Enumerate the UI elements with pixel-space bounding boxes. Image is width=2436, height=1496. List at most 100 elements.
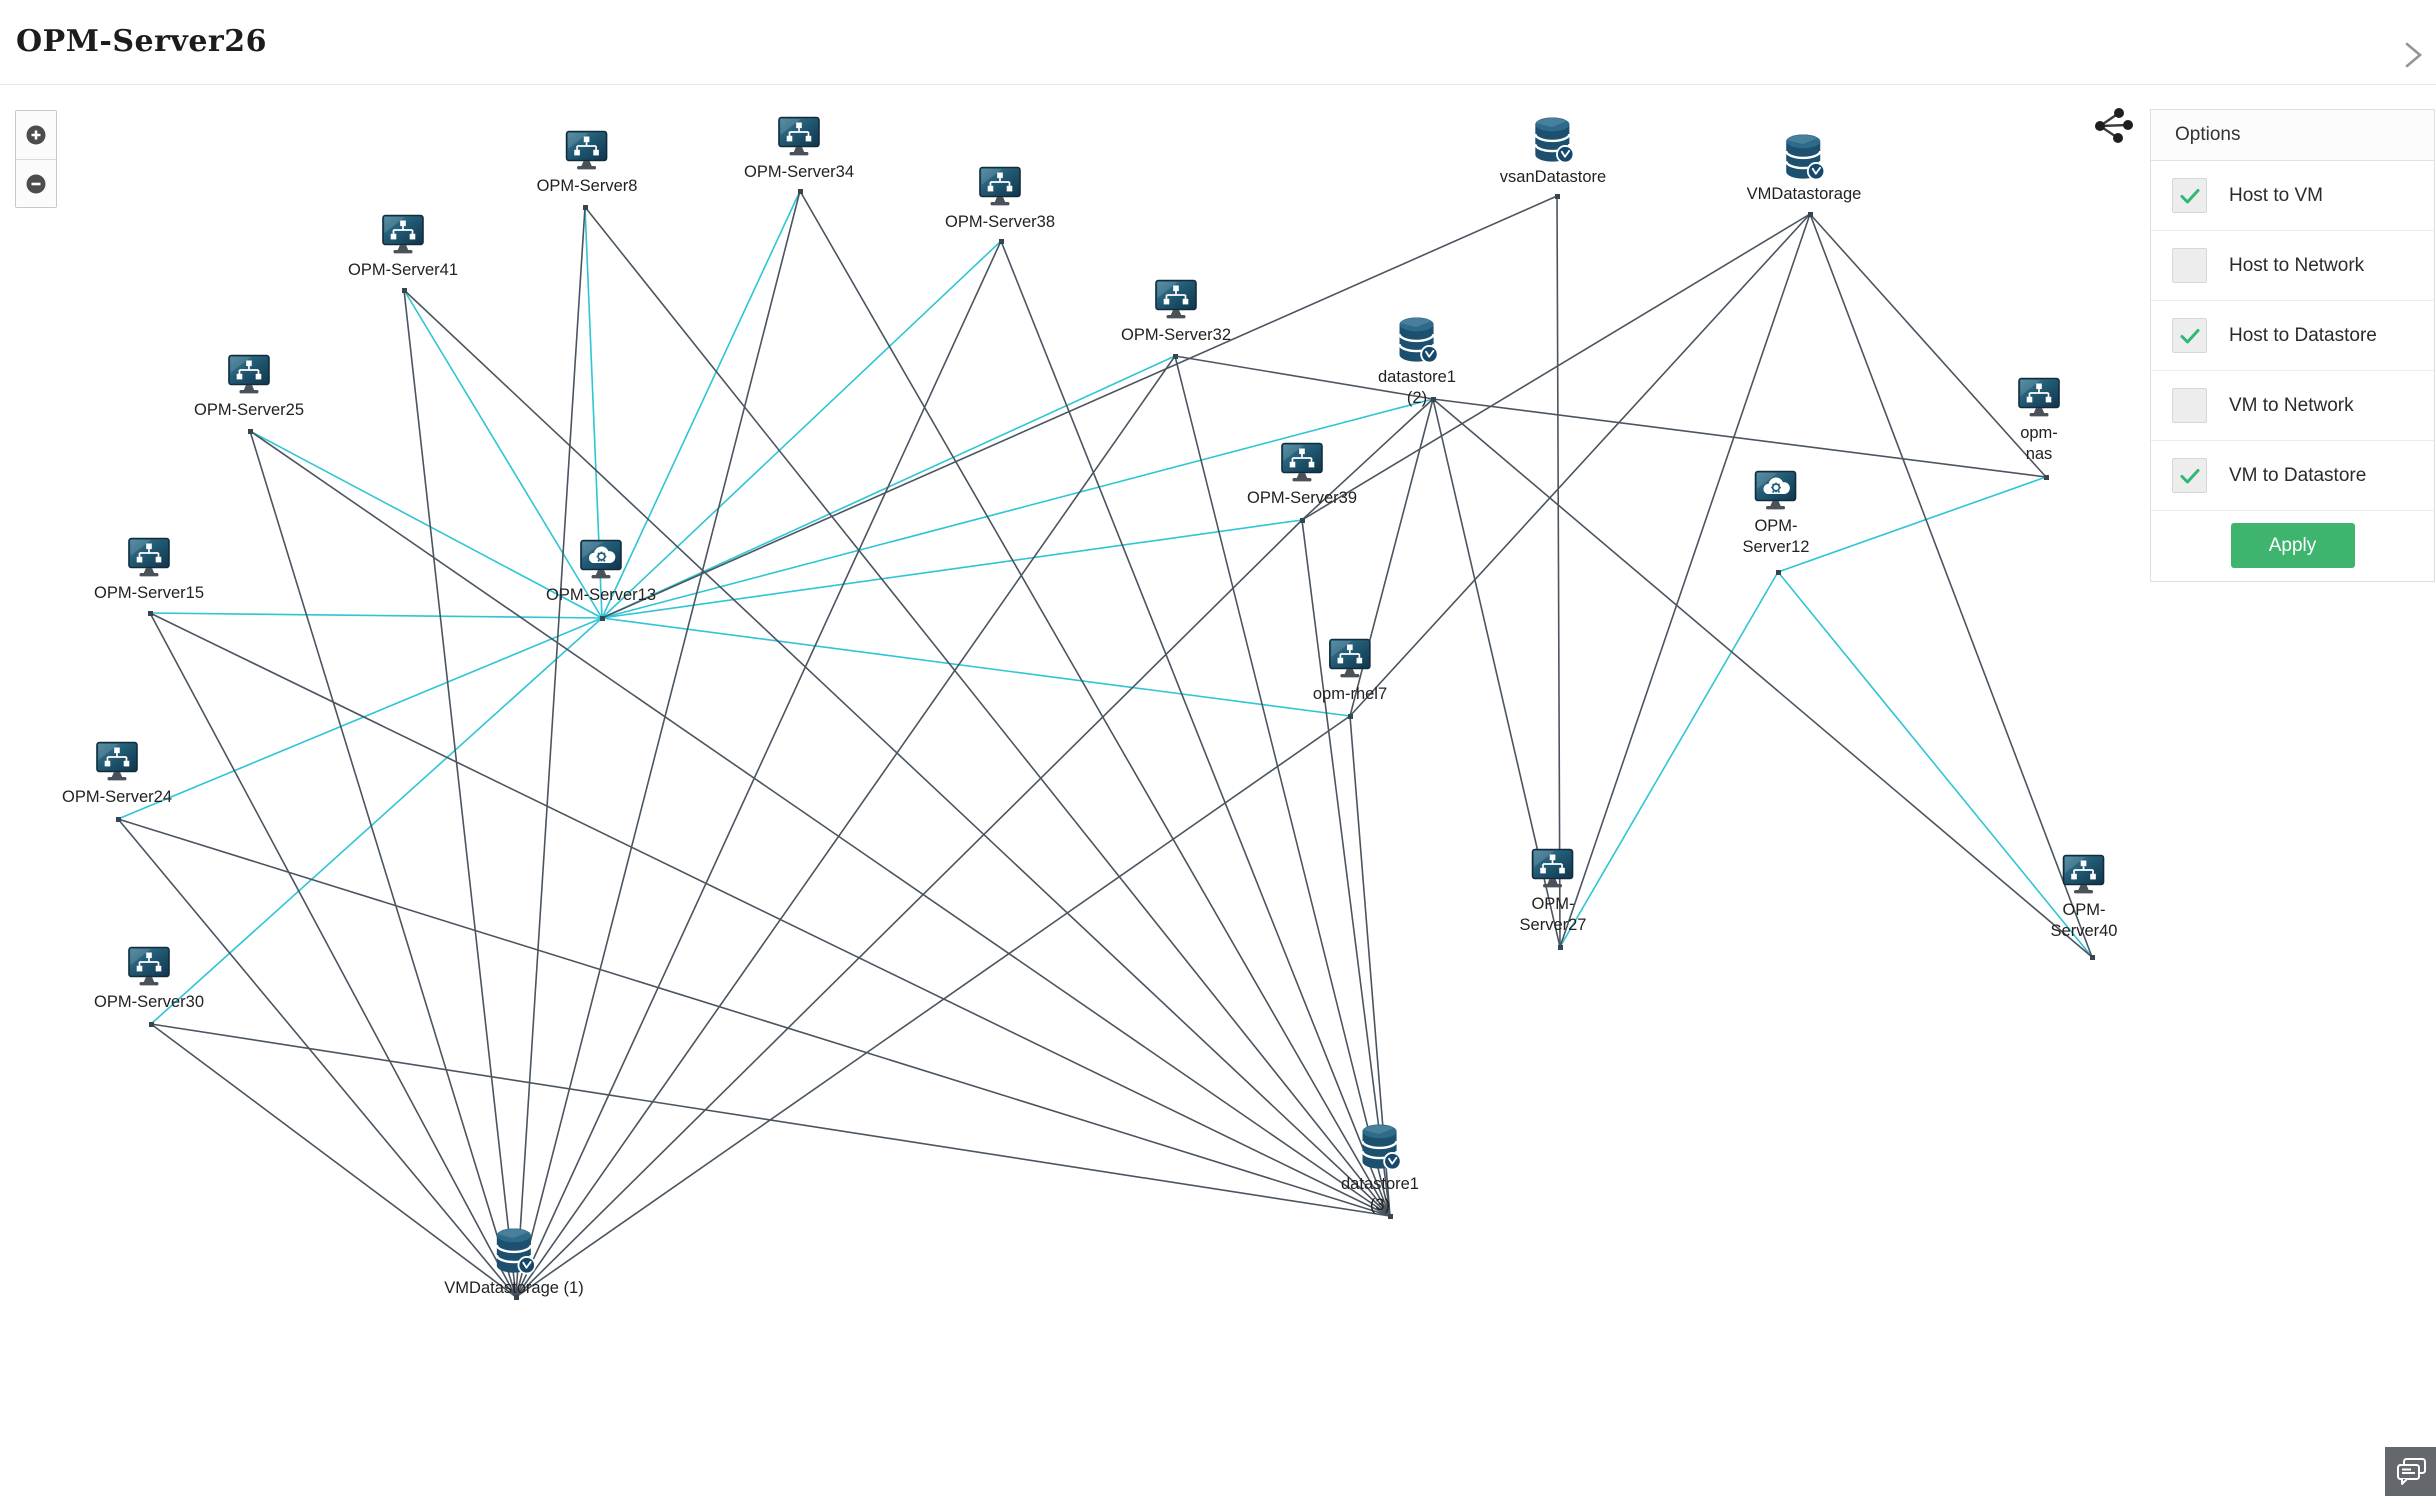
edge-s41-ds1_3 (403, 289, 1391, 1217)
topology-node-opm-server15[interactable]: OPM-Server15 (94, 537, 204, 604)
checkbox-checked[interactable] (2172, 458, 2207, 493)
edge-s13-s41 (403, 289, 603, 619)
topology-node-opm-server30[interactable]: OPM-Server30 (94, 946, 204, 1013)
edge-s30-ds1_3 (150, 1023, 1391, 1217)
node-anchor-dot (147, 610, 153, 616)
host-icon (125, 537, 173, 581)
node-label: OPM-Server41 (347, 261, 459, 279)
topology-node-vmdatastorage-1-[interactable]: VMDatastorage (1) (444, 1226, 584, 1299)
host-icon (775, 116, 823, 160)
node-label: OPM-Server30 (93, 993, 205, 1011)
topology-node-opm-nas[interactable]: opm-nas (2015, 377, 2063, 465)
edge-s13-s15 (149, 612, 603, 619)
host-icon (1529, 848, 1577, 892)
edge-s13-s34 (601, 190, 801, 619)
edge-s34-ds1_3 (799, 190, 1391, 1217)
node-anchor-dot (2089, 954, 2095, 960)
option-row-vm-to-datastore: VM to Datastore (2151, 441, 2434, 511)
topology-node-opm-server32[interactable]: OPM-Server32 (1121, 279, 1231, 346)
edge-vmds-rhel7 (1349, 213, 1811, 717)
edge-vmds-s39 (1301, 213, 1811, 521)
datastore-icon (1781, 132, 1827, 182)
plus-circle-icon (26, 125, 46, 145)
topology-node-opm-rhel7[interactable]: opm-rhel7 (1313, 638, 1387, 705)
edge-ds1_2-s39 (1301, 398, 1434, 521)
host-icon (976, 166, 1024, 210)
node-label: OPM-Server32 (1120, 326, 1232, 344)
zoom-in-button[interactable] (16, 111, 56, 159)
node-label: OPM- Server40 (2050, 901, 2118, 940)
checkbox-checked[interactable] (2172, 178, 2207, 213)
feedback-chat-button[interactable] (2385, 1447, 2436, 1496)
node-anchor-dot (148, 1021, 154, 1027)
edge-s25-ds1_3 (249, 430, 1391, 1217)
edge-s13-s24 (117, 617, 603, 820)
edge-s15-vmds1 (149, 612, 517, 1298)
edge-s24-ds1_3 (117, 818, 1391, 1217)
apply-button[interactable]: Apply (2230, 523, 2355, 568)
node-anchor-dot (1557, 944, 1563, 950)
topology-node-opm-server24[interactable]: OPM-Server24 (62, 741, 172, 808)
header-bar: OPM-Server26 (0, 0, 2436, 85)
topology-node-datastore1-3-[interactable]: datastore1 (3) (1341, 1122, 1419, 1216)
node-anchor-dot (401, 287, 407, 293)
node-anchor-dot (582, 204, 588, 210)
options-panel: Options Host to VM Host to Network Host to… (2150, 109, 2435, 582)
layout-share-icon[interactable] (2088, 105, 2136, 147)
node-label: VMDatastorage (1) (444, 1279, 584, 1297)
node-anchor-dot (1347, 713, 1353, 719)
vm-icon (577, 539, 625, 583)
zoom-out-button[interactable] (16, 159, 56, 207)
edge-s13-ds1_2 (601, 398, 1434, 619)
edge-ds1_2-s32 (1174, 355, 1434, 400)
topology-node-opm-server38[interactable]: OPM-Server38 (945, 166, 1055, 233)
node-anchor-dot (1775, 569, 1781, 575)
node-label: opm-nas (2020, 424, 2058, 463)
checkbox-unchecked[interactable] (2172, 388, 2207, 423)
host-icon (1278, 442, 1326, 486)
edge-s15-ds1_3 (149, 612, 1391, 1217)
topology-node-opm-server27[interactable]: OPM- Server27 (1519, 848, 1587, 936)
host-icon (225, 354, 273, 398)
node-label: OPM- Server27 (1519, 895, 1587, 934)
edge-s39-ds1_3 (1301, 519, 1391, 1217)
topology-node-opm-server25[interactable]: OPM-Server25 (194, 354, 304, 421)
node-anchor-dot (513, 1294, 519, 1300)
topology-node-opm-server13[interactable]: OPM-Server13 (546, 539, 656, 606)
node-anchor-dot (115, 816, 121, 822)
topology-node-datastore1-2-[interactable]: datastore1 (2) (1378, 315, 1456, 409)
host-icon (1326, 638, 1374, 682)
topology-node-opm-server34[interactable]: OPM-Server34 (744, 116, 854, 183)
edge-s38-ds1_3 (1000, 240, 1391, 1217)
host-icon (2015, 377, 2063, 421)
edge-vmds-nas (1809, 213, 2047, 478)
node-label: OPM-Server24 (61, 788, 173, 806)
edge-vsan-s27 (1556, 195, 1561, 948)
chevron-right-icon[interactable] (2398, 40, 2428, 70)
node-label: OPM-Server8 (536, 177, 638, 195)
checkbox-checked[interactable] (2172, 318, 2207, 353)
edge-s13-rhel7 (601, 617, 1351, 717)
edge-s12-s40 (1777, 571, 2093, 958)
checkbox-unchecked[interactable] (2172, 248, 2207, 283)
edge-vmds-s27 (1559, 213, 1811, 948)
topology-node-opm-server12[interactable]: OPM- Server12 (1743, 470, 1809, 558)
node-anchor-dot (1554, 193, 1560, 199)
chat-bubbles-icon (2396, 1457, 2426, 1485)
edge-s12-nas (1777, 476, 2047, 573)
topology-node-opm-server40[interactable]: OPM- Server40 (2050, 854, 2118, 942)
topology-node-opm-server39[interactable]: OPM-Server39 (1247, 442, 1357, 509)
topology-node-opm-server8[interactable]: OPM-Server8 (536, 130, 638, 197)
zoom-controls (15, 110, 57, 208)
topology-node-opm-server41[interactable]: OPM-Server41 (348, 214, 458, 281)
edge-ds1_2-s40 (1432, 398, 2093, 958)
option-label: Host to VM (2229, 184, 2323, 206)
topology-node-vmdatastorage[interactable]: VMDatastorage (1747, 132, 1861, 205)
topology-node-vsandatastore[interactable]: vsanDatastore (1500, 115, 1606, 188)
options-panel-title: Options (2151, 110, 2434, 161)
host-icon (125, 946, 173, 990)
edge-ds1_2-nas (1432, 398, 2047, 478)
edge-vmds-s40 (1809, 213, 2093, 958)
node-label: OPM-Server38 (944, 213, 1056, 231)
edge-s34-vmds1 (515, 190, 801, 1298)
